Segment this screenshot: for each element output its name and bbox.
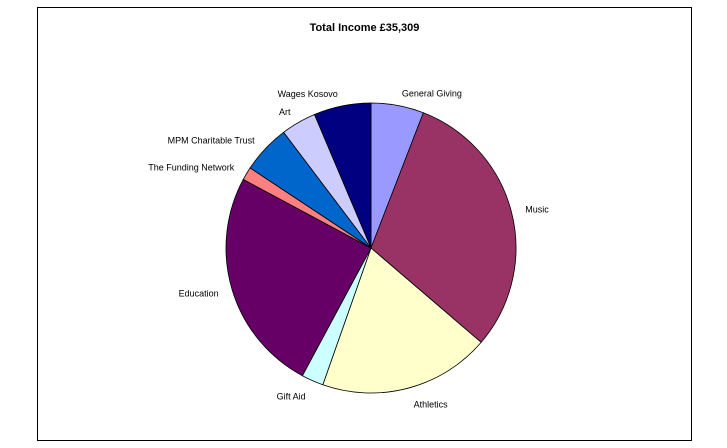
pie-label-the-funding-network: The Funding Network [148, 162, 235, 172]
pie-slice-music [370, 112, 517, 343]
pie-label-gift-aid: Gift Aid [277, 392, 306, 402]
pie-label-general-giving: General Giving [402, 89, 462, 99]
pie-label-art: Art [279, 107, 291, 117]
pie-slice-wages-kosovo [313, 102, 372, 249]
pie-label-education: Education [179, 288, 219, 298]
chart-title: Total Income £35,309 [309, 22, 420, 34]
pie-slice-education [225, 178, 372, 377]
pie-label-wages-kosovo: Wages Kosovo [278, 89, 338, 99]
pie-label-mpm-charitable-trust: MPM Charitable Trust [168, 135, 256, 145]
pie-label-music: Music [525, 205, 549, 215]
pie-label-athletics: Athletics [414, 400, 449, 410]
pie-slice-athletics [322, 247, 482, 394]
